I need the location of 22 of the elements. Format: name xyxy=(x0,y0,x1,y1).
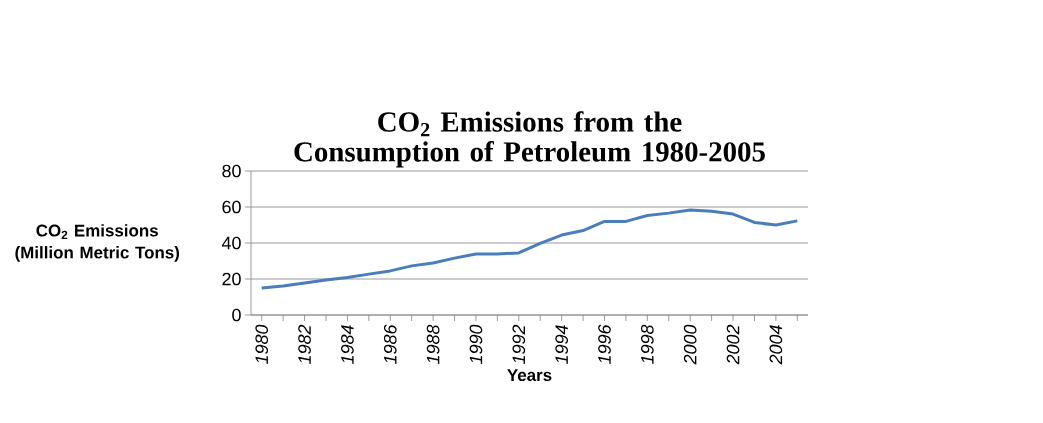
x-tick-label: 1992 xyxy=(512,324,526,364)
x-tick-label: 1996 xyxy=(598,324,611,364)
x-tick-label: 1994 xyxy=(555,325,568,364)
y-tick-label: 40 xyxy=(221,236,241,250)
y-tick-label: 80 xyxy=(222,164,241,178)
y-tick-label: 20 xyxy=(222,272,241,286)
x-tick-label: 1998 xyxy=(640,324,654,364)
y-tick-label: 0 xyxy=(232,308,241,322)
x-tick-label: 2004 xyxy=(769,325,783,365)
x-tick-label: 2002 xyxy=(726,324,740,365)
x-tick-label: 1990 xyxy=(469,324,483,364)
y-axis-title: CO$_{2}$ Emissions (Million Metric Tons) xyxy=(15,224,180,262)
x-tick-label: 2000 xyxy=(683,324,697,365)
x-tick-label: 1980 xyxy=(255,324,269,364)
x-tick-label: 1986 xyxy=(383,324,397,364)
y-tick-label: 60 xyxy=(222,200,241,214)
x-tick-label: 1988 xyxy=(426,324,440,364)
x-axis-title: Years xyxy=(507,369,552,382)
x-tick-label: 1984 xyxy=(341,325,354,364)
chart-title: CO$_{2}$ Emissions from the Consumption of Petroleum 1980-2005 xyxy=(294,111,765,168)
x-tick-label: 1982 xyxy=(298,324,311,364)
line-series xyxy=(260,208,799,290)
